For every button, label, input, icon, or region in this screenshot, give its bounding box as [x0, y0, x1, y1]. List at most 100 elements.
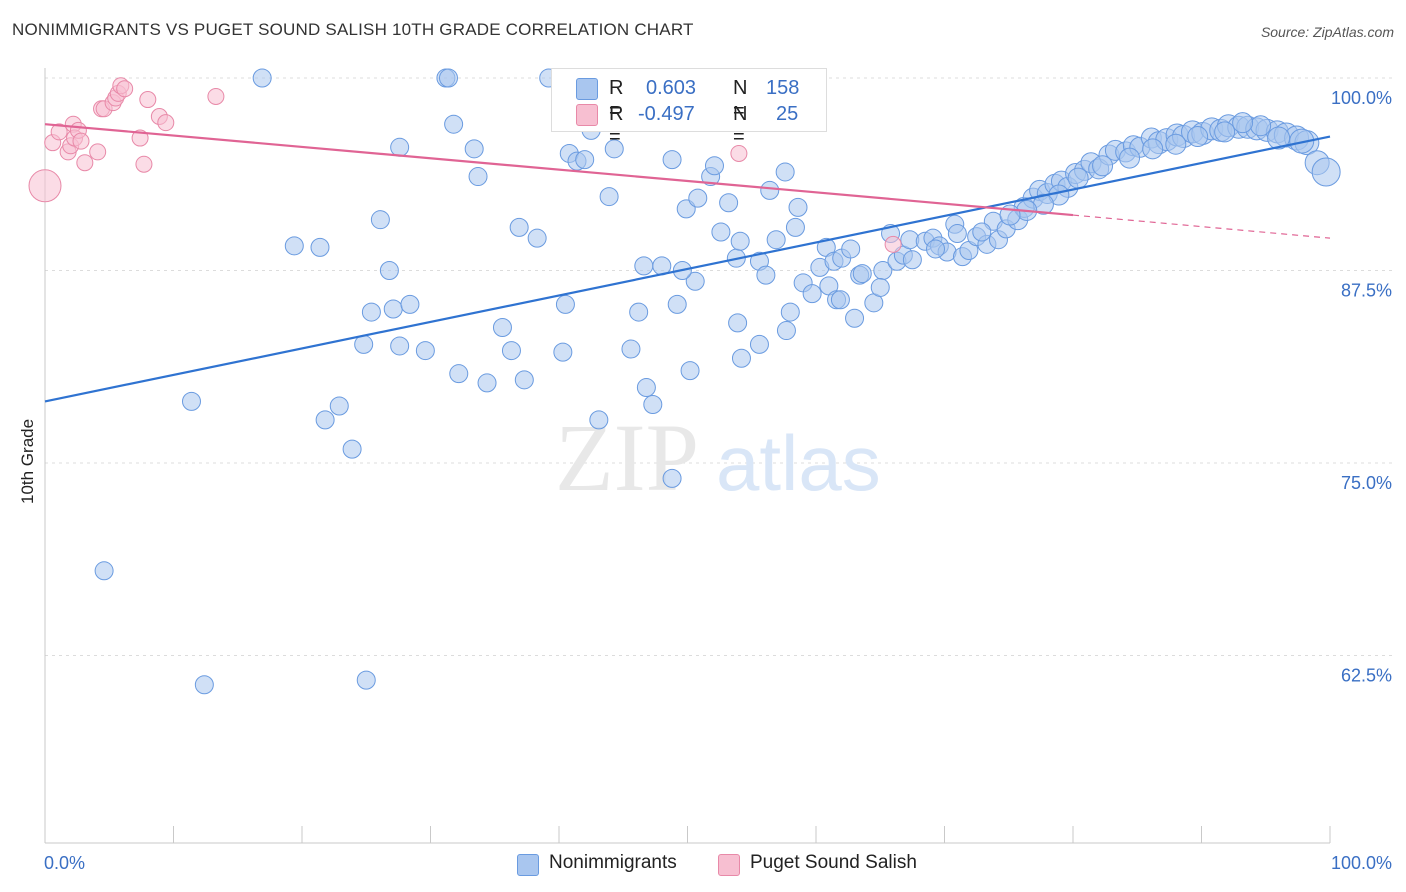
trend-line-puget-sound-salish — [44, 123, 1074, 217]
point-nonimmigrants — [575, 150, 595, 170]
legend-n-value: 158 — [766, 77, 800, 99]
bottom-legend-label: Nonimmigrants — [549, 852, 677, 873]
point-nonimmigrants — [181, 391, 201, 411]
legend-r-label: R = — [609, 103, 624, 148]
point-nonimmigrants — [760, 180, 780, 200]
bottom-legend-swatch-blue — [517, 854, 539, 876]
legend-r-value: -0.497 — [638, 103, 695, 125]
point-nonimmigrants — [252, 68, 272, 88]
point-nonimmigrants — [766, 230, 786, 250]
y-tick-label: 87.5% — [1341, 281, 1392, 301]
point-nonimmigrants — [415, 341, 435, 361]
point-nonimmigrants — [802, 284, 822, 304]
point-puget-sound-salish — [89, 143, 107, 161]
point-nonimmigrants — [785, 217, 805, 237]
point-nonimmigrants — [730, 231, 750, 251]
point-nonimmigrants — [1187, 126, 1209, 148]
trend-line-nonimmigrants — [44, 135, 1331, 403]
point-nonimmigrants — [509, 217, 529, 237]
y-tick-label: 100.0% — [1331, 88, 1392, 108]
trend-line-puget-sound-salish-extension — [1072, 214, 1331, 239]
point-puget-sound-salish — [157, 114, 175, 132]
data-points — [28, 68, 1341, 695]
point-nonimmigrants — [194, 675, 214, 695]
y-axis-label: 10th Grade — [18, 418, 37, 504]
point-nonimmigrants — [310, 237, 330, 257]
point-nonimmigrants — [464, 139, 484, 159]
point-nonimmigrants — [315, 410, 335, 430]
point-nonimmigrants — [356, 670, 376, 690]
point-nonimmigrants — [841, 239, 861, 259]
legend-swatch-pink — [576, 104, 598, 126]
point-nonimmigrants — [667, 294, 687, 314]
point-nonimmigrants — [704, 156, 724, 176]
point-nonimmigrants — [870, 277, 890, 297]
point-nonimmigrants — [379, 261, 399, 280]
watermark-zip: ZIP — [555, 404, 699, 511]
point-nonimmigrants — [775, 162, 795, 182]
x-tick-label: 100.0% — [1331, 853, 1392, 873]
point-nonimmigrants — [1311, 157, 1341, 187]
trend-lines — [44, 123, 1331, 403]
point-nonimmigrants — [902, 250, 922, 270]
legend-n-value: 25 — [776, 103, 799, 125]
y-tick-label: 75.0% — [1341, 473, 1392, 493]
point-puget-sound-salish — [50, 123, 68, 141]
point-nonimmigrants — [1232, 112, 1254, 134]
point-nonimmigrants — [449, 364, 469, 384]
watermark-atlas: atlas — [716, 419, 881, 507]
point-nonimmigrants — [731, 348, 751, 368]
point-nonimmigrants — [662, 150, 682, 170]
point-puget-sound-salish — [135, 155, 153, 173]
point-nonimmigrants — [636, 378, 656, 398]
point-nonimmigrants — [329, 396, 349, 416]
point-nonimmigrants — [728, 313, 748, 333]
point-nonimmigrants — [390, 137, 410, 157]
point-nonimmigrants — [477, 373, 497, 393]
point-nonimmigrants — [1165, 133, 1187, 155]
watermark: ZIP atlas — [555, 404, 881, 511]
point-nonimmigrants — [501, 341, 521, 361]
point-nonimmigrants — [390, 336, 410, 356]
point-nonimmigrants — [749, 334, 769, 354]
point-nonimmigrants — [629, 302, 649, 322]
stats-legend: R = 0.603 N = 158 R = -0.497 N = 25 — [551, 68, 827, 148]
point-nonimmigrants — [662, 468, 682, 488]
legend-r-label: R = — [609, 77, 624, 122]
point-nonimmigrants — [527, 228, 547, 248]
point-nonimmigrants — [1142, 138, 1164, 160]
chart-title: NONIMMIGRANTS VS PUGET SOUND SALISH 10TH… — [12, 20, 694, 39]
legend-n-label: N = — [733, 103, 748, 148]
point-nonimmigrants — [370, 210, 390, 230]
point-nonimmigrants — [780, 302, 800, 322]
point-nonimmigrants — [400, 294, 420, 314]
point-nonimmigrants — [680, 361, 700, 381]
point-nonimmigrants — [553, 342, 573, 362]
point-nonimmigrants — [972, 222, 992, 242]
point-nonimmigrants — [643, 394, 663, 414]
point-nonimmigrants — [756, 265, 776, 285]
point-nonimmigrants — [383, 299, 403, 319]
point-nonimmigrants — [514, 370, 534, 390]
point-nonimmigrants — [788, 197, 808, 217]
point-puget-sound-salish — [884, 235, 902, 253]
point-nonimmigrants — [284, 236, 304, 256]
point-nonimmigrants — [685, 271, 705, 291]
point-nonimmigrants — [776, 321, 796, 341]
point-puget-sound-salish — [730, 144, 748, 162]
point-puget-sound-salish — [116, 80, 134, 98]
point-nonimmigrants — [711, 222, 731, 242]
legend-n-label: N = — [733, 77, 748, 122]
legend-r-value: 0.603 — [646, 77, 697, 99]
point-nonimmigrants — [1267, 126, 1291, 150]
point-nonimmigrants — [444, 114, 464, 134]
point-nonimmigrants — [342, 439, 362, 459]
point-nonimmigrants — [1250, 115, 1272, 137]
point-nonimmigrants — [555, 294, 575, 314]
point-nonimmigrants — [688, 188, 708, 208]
point-nonimmigrants — [621, 339, 641, 359]
point-puget-sound-salish — [28, 169, 62, 203]
point-nonimmigrants — [926, 239, 946, 259]
bottom-legend-swatch-pink — [718, 854, 740, 876]
